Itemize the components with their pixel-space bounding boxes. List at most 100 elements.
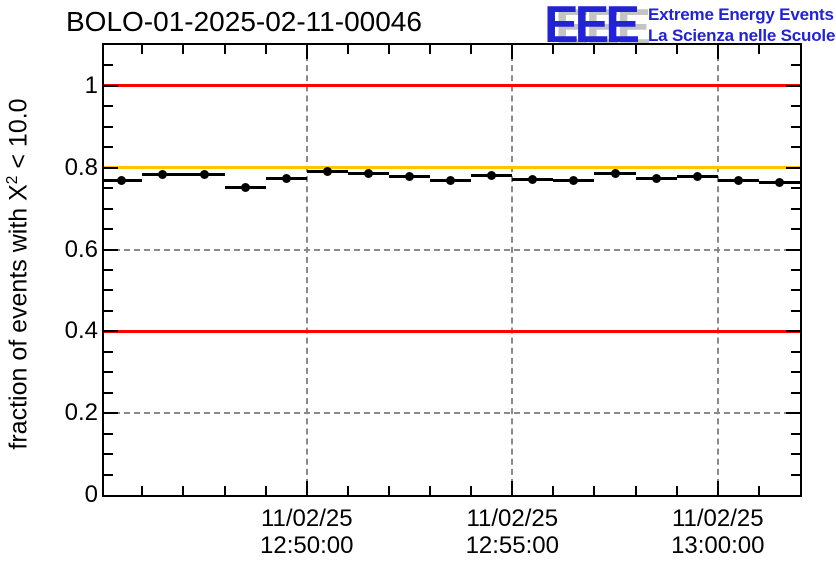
y-tick-right bbox=[791, 309, 800, 312]
x-tick-date: 11/02/25 bbox=[466, 505, 559, 532]
y-tick-left bbox=[104, 228, 113, 231]
x-tick-top bbox=[182, 45, 185, 54]
y-tick-left bbox=[104, 473, 113, 476]
data-point bbox=[281, 173, 291, 183]
x-tick-top bbox=[552, 45, 555, 54]
y-tick-right bbox=[791, 146, 800, 149]
x-tick-bottom bbox=[264, 486, 267, 495]
vertical-gridline bbox=[511, 45, 514, 495]
data-point bbox=[569, 176, 579, 186]
y-tick-right bbox=[791, 350, 800, 353]
vertical-gridline bbox=[305, 45, 308, 495]
y-tick-left bbox=[104, 371, 113, 374]
y-tick-left bbox=[104, 289, 113, 292]
x-tick-date: 11/02/25 bbox=[260, 505, 353, 532]
y-tick-left bbox=[104, 125, 113, 128]
x-tick-date: 11/02/25 bbox=[671, 505, 764, 532]
y-tick-label: 0.6 bbox=[64, 235, 98, 263]
x-tick-bottom bbox=[716, 481, 719, 495]
y-tick-right bbox=[786, 412, 800, 415]
y-tick-label: 0.8 bbox=[64, 153, 98, 181]
data-point bbox=[446, 175, 456, 185]
y-tick-right bbox=[786, 84, 800, 87]
data-point bbox=[117, 175, 127, 185]
x-tick-top bbox=[716, 45, 719, 59]
x-tick-top bbox=[264, 45, 267, 54]
y-tick-right bbox=[786, 330, 800, 333]
y-tick-left bbox=[104, 105, 113, 108]
vertical-gridline bbox=[716, 45, 719, 495]
x-tick-top bbox=[593, 45, 596, 54]
y-tick-right bbox=[791, 453, 800, 456]
data-point bbox=[199, 170, 209, 180]
y-tick-right bbox=[791, 207, 800, 210]
reference-line bbox=[104, 166, 800, 170]
x-tick-bottom bbox=[470, 486, 473, 495]
eee-logo-line2: La Scienza nelle Scuole bbox=[648, 26, 836, 45]
x-tick-top bbox=[675, 45, 678, 54]
y-tick-left bbox=[104, 187, 113, 190]
y-tick-right bbox=[791, 269, 800, 271]
y-tick-right bbox=[791, 125, 800, 128]
data-point bbox=[363, 168, 373, 178]
y-tick-right bbox=[791, 228, 800, 231]
horizontal-gridline bbox=[104, 412, 800, 415]
data-point bbox=[405, 172, 415, 182]
x-tick-time: 12:55:00 bbox=[465, 532, 559, 559]
y-tick-label: 0.2 bbox=[64, 399, 98, 427]
y-tick-right bbox=[791, 391, 800, 394]
x-tick-bottom bbox=[223, 486, 226, 495]
horizontal-gridline bbox=[104, 248, 800, 251]
reference-line bbox=[104, 84, 800, 88]
data-point bbox=[322, 166, 332, 176]
y-tick-right bbox=[791, 473, 800, 476]
x-tick-label: 11/02/25 12:55:00 bbox=[427, 505, 597, 559]
data-point bbox=[528, 174, 538, 184]
y-tick-label: 1 bbox=[84, 71, 98, 99]
y-tick-right bbox=[791, 187, 800, 190]
x-tick-label: 11/02/25 13:00:00 bbox=[633, 505, 803, 559]
x-tick-top bbox=[223, 45, 226, 54]
x-tick-top bbox=[346, 45, 349, 54]
y-axis-title: fraction of events with X2 < 10.0 bbox=[4, 49, 38, 499]
y-tick-right bbox=[791, 432, 800, 435]
x-tick-time: 13:00:00 bbox=[671, 532, 765, 559]
data-point bbox=[158, 170, 168, 180]
x-tick-top bbox=[387, 45, 390, 54]
page-title: BOLO-01-2025-02-11-00046 bbox=[66, 6, 422, 37]
plot-area bbox=[104, 45, 800, 495]
y-tick-right bbox=[791, 289, 800, 292]
x-tick-bottom bbox=[511, 481, 514, 495]
y-tick-left bbox=[104, 84, 118, 87]
y-tick-right bbox=[791, 64, 800, 67]
y-tick-left bbox=[104, 432, 113, 435]
x-tick-bottom bbox=[141, 486, 144, 495]
y-tick-left bbox=[104, 350, 113, 353]
y-tick-left bbox=[104, 64, 113, 67]
x-tick-bottom bbox=[305, 481, 308, 495]
data-point bbox=[610, 168, 620, 178]
y-tick-left bbox=[104, 269, 113, 271]
y-tick-left bbox=[104, 248, 118, 251]
y-tick-left bbox=[104, 146, 113, 149]
x-tick-bottom bbox=[675, 486, 678, 495]
y-tick-left bbox=[104, 330, 118, 333]
y-tick-label: 0.4 bbox=[64, 317, 98, 345]
x-tick-bottom bbox=[634, 486, 637, 495]
x-tick-bottom bbox=[757, 486, 760, 495]
x-tick-bottom bbox=[552, 486, 555, 495]
y-tick-left bbox=[104, 166, 118, 169]
y-tick-left bbox=[104, 453, 113, 456]
data-point bbox=[240, 182, 250, 192]
y-tick-right bbox=[791, 105, 800, 108]
x-tick-top bbox=[141, 45, 144, 54]
x-tick-bottom bbox=[429, 486, 432, 495]
y-tick-right bbox=[791, 371, 800, 374]
data-point bbox=[733, 176, 743, 186]
x-tick-top bbox=[634, 45, 637, 54]
x-tick-top bbox=[305, 45, 308, 59]
y-tick-left bbox=[104, 207, 113, 210]
x-tick-bottom bbox=[387, 486, 390, 495]
eee-logo-line1: Extreme Energy Events bbox=[648, 5, 834, 24]
x-tick-top bbox=[470, 45, 473, 54]
